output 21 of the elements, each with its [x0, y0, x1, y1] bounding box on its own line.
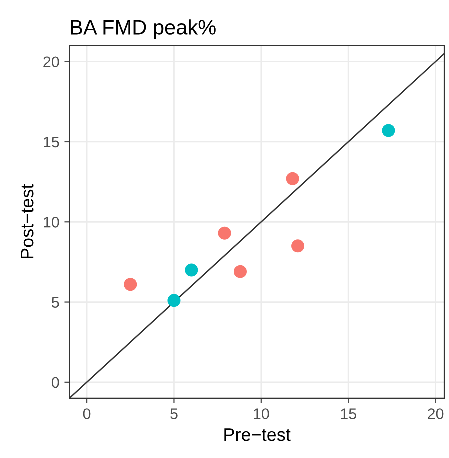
point	[382, 124, 396, 138]
point	[124, 278, 138, 292]
point	[234, 265, 247, 278]
point	[218, 226, 232, 240]
point	[185, 264, 198, 277]
y-tick-label: 20	[44, 56, 60, 68]
x-tick-label: 15	[341, 408, 356, 420]
y-tick-label: 15	[44, 137, 60, 148]
point	[286, 172, 300, 186]
x-tick-label: 0	[83, 408, 91, 420]
x-tick-label: 5	[170, 408, 178, 420]
point	[168, 294, 181, 308]
point	[292, 240, 305, 253]
x-tick-label: 10	[254, 408, 270, 420]
chart-title: BA FMD peak%	[71, 20, 216, 40]
y-axis-title: Post−test	[21, 184, 34, 259]
y-tick-label: 5	[52, 297, 60, 308]
x-tick-label: 20	[428, 408, 444, 420]
y-tick-label: 10	[44, 217, 60, 228]
x-axis-title: Pre−test	[224, 428, 291, 442]
y-tick-label: 0	[52, 377, 60, 388]
